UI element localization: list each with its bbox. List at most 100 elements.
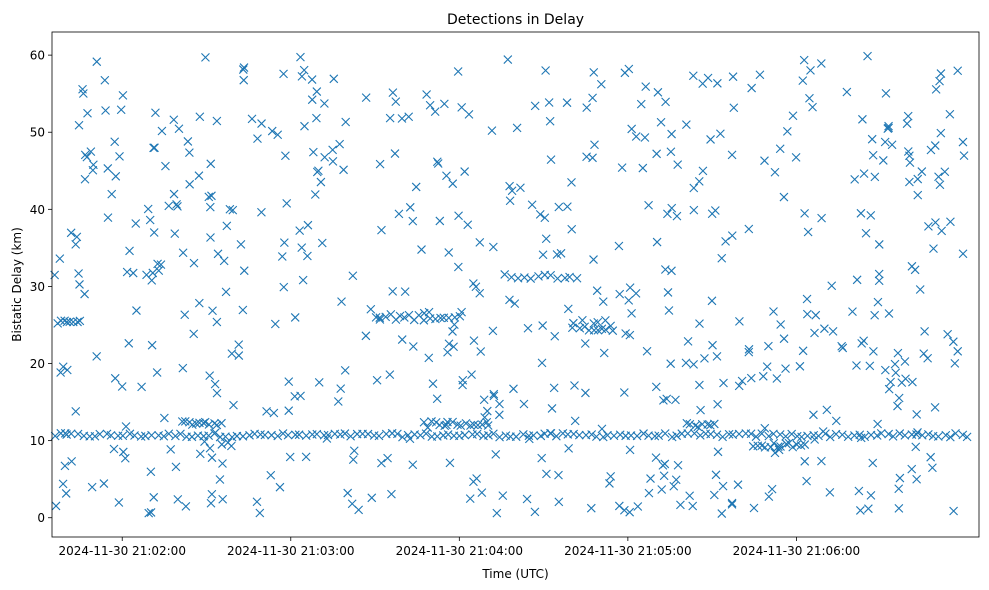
data-point-marker [435,216,445,226]
data-point-marker [524,434,534,444]
data-point-marker [690,421,700,431]
data-point-marker [488,326,498,336]
data-point-marker [111,171,121,181]
data-point-marker [948,337,958,347]
data-point-marker [872,431,882,440]
data-point-marker [375,315,385,324]
data-point-marker [858,114,867,124]
data-point-marker [109,444,119,454]
data-point-marker [498,491,508,501]
data-point-marker [180,310,190,320]
data-point-marker [204,431,214,441]
data-point-marker [688,71,698,81]
data-point-marker [419,315,429,325]
data-point-marker [62,365,72,375]
data-point-marker [564,443,574,453]
data-point-marker [681,120,691,130]
data-point-marker [672,211,682,221]
data-point-marker [522,494,532,504]
data-point-marker [541,234,551,244]
data-point-marker [266,470,276,480]
data-point-marker [279,238,289,248]
data-point-marker [958,137,968,147]
data-point-marker [791,152,801,162]
data-point-marker [537,453,547,463]
data-point-marker [86,147,96,157]
data-point-marker [385,370,395,380]
data-point-marker [900,357,910,366]
data-point-marker [55,254,65,264]
data-point-marker [788,111,798,121]
data-point-marker [667,129,676,139]
data-point-marker [225,204,235,214]
data-point-marker [296,52,305,62]
data-point-marker [125,246,134,256]
data-point-marker [278,429,288,438]
data-point-marker [290,391,300,401]
data-point-marker [218,459,227,468]
data-point-marker [537,358,547,368]
data-point-marker [866,490,876,500]
data-point-marker [424,307,434,317]
data-point-marker [666,359,676,369]
data-point-marker [689,183,699,193]
data-point-marker [503,55,513,64]
y-tick-label: 50 [30,126,45,140]
data-point-marker [154,430,163,440]
data-point-marker [567,177,576,187]
data-point-marker [711,470,721,480]
data-point-marker [773,442,783,452]
data-point-marker [933,432,943,441]
data-point-marker [195,112,205,122]
data-point-marker [153,259,162,269]
data-point-marker [713,447,723,457]
data-point-marker [567,224,577,234]
data-point-marker [895,429,905,438]
data-point-marker [810,435,820,444]
data-point-marker [825,488,835,497]
data-point-marker [800,456,810,466]
data-point-marker [279,69,288,79]
data-point-marker [717,509,727,518]
data-point-marker [867,134,877,144]
data-point-marker [463,220,473,230]
data-point-marker [512,123,522,133]
data-point-marker [390,149,400,158]
data-point-marker [87,482,97,492]
data-point-marker [554,202,564,212]
data-point-marker [181,501,191,511]
data-point-marker [625,507,635,517]
data-point-marker [693,422,703,432]
data-point-marker [460,430,470,440]
data-point-marker [147,340,157,350]
data-point-marker [760,423,770,433]
data-point-marker [151,108,160,118]
data-point-marker [465,494,475,503]
data-point-marker [495,399,504,409]
data-point-marker [75,280,84,289]
data-point-marker [873,419,883,429]
data-point-marker [646,474,655,483]
data-point-marker [562,202,572,212]
data-point-marker [894,393,904,403]
data-point-marker [482,417,492,427]
data-point-marker [782,126,792,136]
data-point-marker [719,378,728,388]
data-point-marker [753,441,763,451]
data-point-marker [770,448,780,458]
data-point-marker [213,249,223,259]
data-point-marker [480,412,490,422]
data-point-marker [173,495,183,504]
data-point-marker [348,455,358,464]
data-point-marker [159,413,169,423]
data-point-marker [207,191,216,201]
data-point-marker [312,87,322,96]
data-point-marker [124,338,134,348]
data-point-marker [377,458,386,468]
data-point-marker [78,84,87,94]
x-tick-label: 2024-11-30 21:04:00 [396,544,523,558]
data-point-marker [802,476,811,486]
data-point-marker [769,307,778,316]
data-point-marker [617,163,627,173]
data-point-marker [802,294,812,304]
